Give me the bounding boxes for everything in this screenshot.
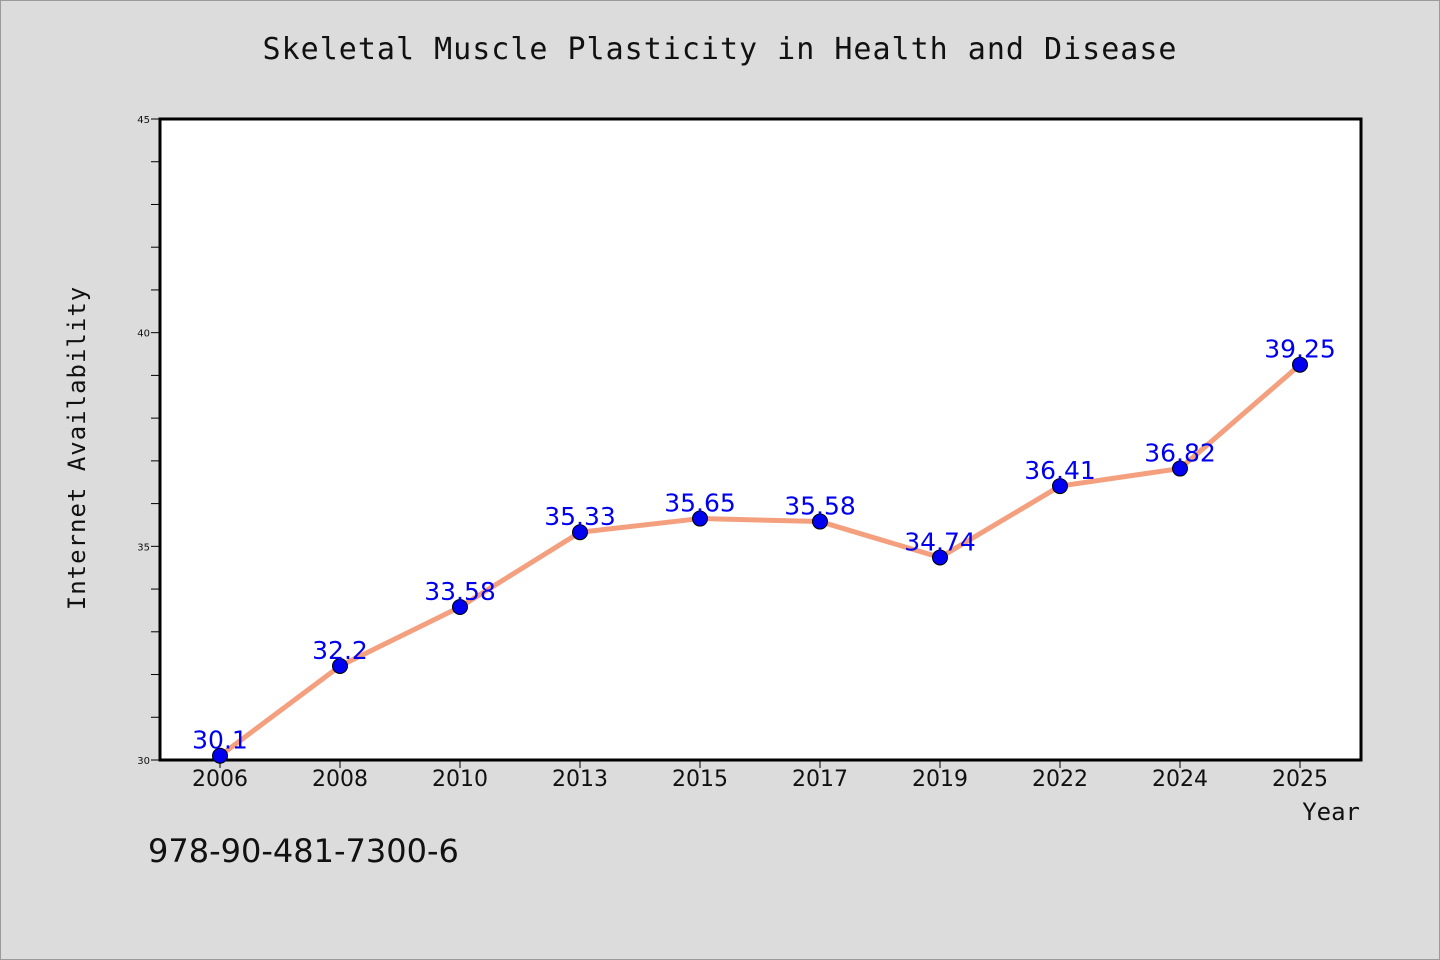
chart-title: Skeletal Muscle Plasticity in Health and… [262, 32, 1178, 67]
x-tick-label: 2008 [312, 767, 368, 792]
x-tick-label: 2024 [1152, 767, 1208, 792]
data-point [692, 510, 708, 527]
data-label: 33.58 [424, 577, 496, 606]
data-label: 32.2 [312, 636, 368, 665]
x-tick-label: 2025 [1272, 767, 1328, 792]
series-line-group [217, 362, 1303, 759]
x-tick-label: 2015 [672, 767, 728, 792]
data-label: 35.33 [544, 502, 616, 531]
x-tick-label: 2006 [192, 767, 248, 792]
data-point [332, 657, 348, 674]
y-tick-label: 45 [137, 115, 150, 126]
data-point [812, 513, 828, 530]
x-tick-label: 2022 [1032, 767, 1088, 792]
data-point [572, 524, 588, 541]
data-point [1172, 460, 1188, 477]
isbn-caption: 978-90-481-7300-6 [148, 832, 459, 870]
x-tick-label: 2017 [792, 767, 848, 792]
plot-area [158, 117, 1363, 762]
data-label: 36.82 [1144, 439, 1216, 468]
data-label: 35.65 [664, 489, 736, 518]
data-label: 35.58 [784, 492, 856, 521]
data-label: 34.74 [904, 527, 976, 556]
y-axis-label: Internet Availability [63, 286, 91, 610]
data-point [1292, 356, 1308, 373]
data-point [1052, 478, 1068, 495]
x-axis-ticks: 2006 2008 2010 2013 2015 2017 2019 2022 2024 2025 [192, 760, 1328, 792]
series-markers [212, 356, 1308, 764]
data-label: 36.41 [1024, 456, 1096, 485]
series-line [217, 362, 1303, 759]
y-tick-label: 30 [137, 756, 150, 767]
x-tick-label: 2010 [432, 767, 488, 792]
data-label: 39.25 [1264, 335, 1336, 364]
y-tick-label: 40 [137, 329, 150, 340]
data-point [452, 599, 468, 616]
x-tick-label: 2013 [552, 767, 608, 792]
data-point [212, 747, 228, 764]
x-tick-label: 2019 [912, 767, 968, 792]
data-label: 30.1 [192, 726, 248, 755]
y-tick-label: 35 [137, 542, 150, 553]
data-point [932, 549, 948, 566]
x-axis-label: Year [1302, 798, 1360, 826]
y-axis-ticks: 30 35 40 45 [137, 115, 160, 767]
data-labels: 30.1 32.2 33.58 35.33 35.65 35.58 34.74 36.41 36… [192, 335, 1336, 755]
